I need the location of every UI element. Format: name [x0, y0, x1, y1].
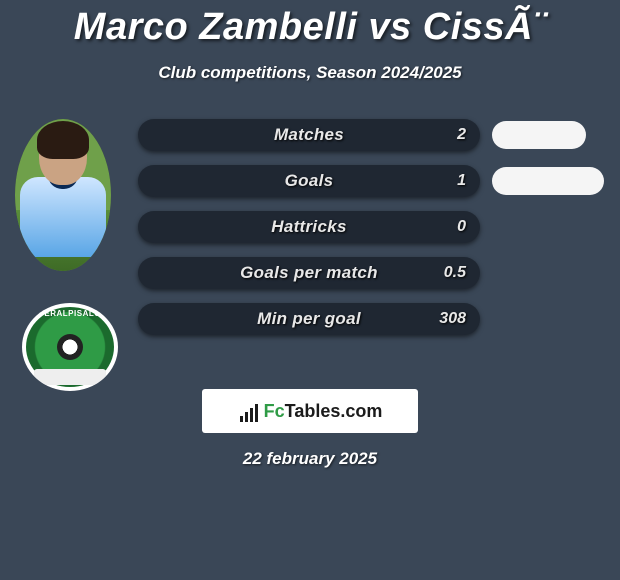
player-avatar — [15, 119, 111, 271]
stat-row: Goals1 — [138, 165, 480, 197]
stat-label: Goals — [138, 165, 480, 197]
stat-label: Matches — [138, 119, 480, 151]
stats-list: Matches2Goals1Hattricks0Goals per match0… — [138, 119, 480, 335]
stat-value-left: 1 — [457, 165, 466, 197]
club-badge-label: FERALPISALÒ — [22, 309, 118, 318]
content: FERALPISALÒ Matches2 Goals1 Hattricks0 Goal… — [0, 119, 620, 335]
stat-row: Matches2 — [138, 119, 480, 151]
stat-right-blob — [492, 167, 604, 195]
stat-pill: Matches2 — [138, 119, 480, 151]
footer-brand-text: FcTables.com — [264, 401, 383, 422]
stat-row: Goals per match0.5 — [138, 257, 480, 289]
stat-value-left: 308 — [439, 303, 466, 335]
footer-brand-badge: FcTables.com — [202, 389, 418, 433]
stat-right-blob — [492, 121, 586, 149]
club-badge: FERALPISALÒ — [22, 303, 118, 391]
stat-label: Min per goal — [138, 303, 480, 335]
stat-pill: Goals per match0.5 — [138, 257, 480, 289]
stat-label: Hattricks — [138, 211, 480, 243]
stat-label: Goals per match — [138, 257, 480, 289]
stat-row: Hattricks0 — [138, 211, 480, 243]
subtitle: Club competitions, Season 2024/2025 — [0, 63, 620, 83]
footer-date: 22 february 2025 — [0, 449, 620, 469]
stat-value-left: 2 — [457, 119, 466, 151]
stat-pill: Min per goal308 — [138, 303, 480, 335]
stat-row: Min per goal308 — [138, 303, 480, 335]
avatar-column: FERALPISALÒ — [10, 119, 120, 391]
stat-value-left: 0 — [457, 211, 466, 243]
stat-value-left: 0.5 — [444, 257, 466, 289]
page-title: Marco Zambelli vs CissÃ¨ — [0, 0, 620, 49]
stat-pill: Goals1 — [138, 165, 480, 197]
stat-pill: Hattricks0 — [138, 211, 480, 243]
footer-brand-suffix: Tables.com — [285, 401, 383, 421]
barchart-icon — [238, 400, 260, 422]
footer-brand-prefix: Fc — [264, 401, 285, 421]
